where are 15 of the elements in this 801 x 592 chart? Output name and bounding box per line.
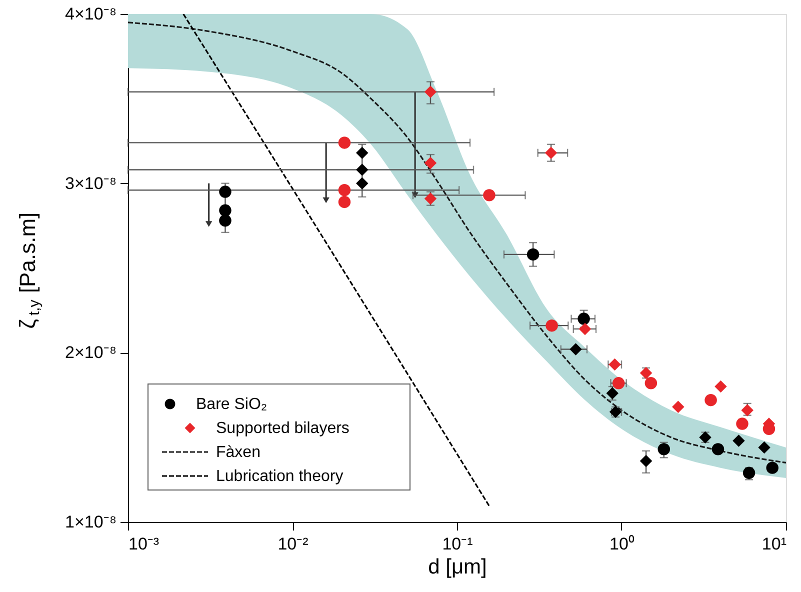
- x-axis-title: d [μm]: [428, 556, 487, 578]
- x-tick-label: 10⁻³: [128, 534, 160, 554]
- y-tick-label: 3×10⁻⁸: [65, 174, 116, 193]
- legend-label: Supported bilayers: [216, 420, 350, 437]
- x-tick-label: 10⁰: [610, 534, 634, 554]
- y-tick-label: 4×10⁻⁸: [65, 4, 116, 24]
- x-tick-label: 10⁻¹: [442, 534, 474, 554]
- y-tick-label: 2×10⁻⁸: [65, 343, 116, 362]
- x-tick-label: 10⁻²: [278, 534, 309, 554]
- legend-label: Fàxen: [216, 444, 260, 461]
- legend-label: Lubrication theory: [216, 468, 344, 485]
- x-tick-label: 10¹: [762, 534, 787, 554]
- y-tick-label: 1×10⁻⁸: [65, 512, 116, 532]
- y-axis-title: ζt,y [Pa.s.m]: [15, 212, 43, 329]
- legend-label: Bare SiO₂: [196, 396, 268, 413]
